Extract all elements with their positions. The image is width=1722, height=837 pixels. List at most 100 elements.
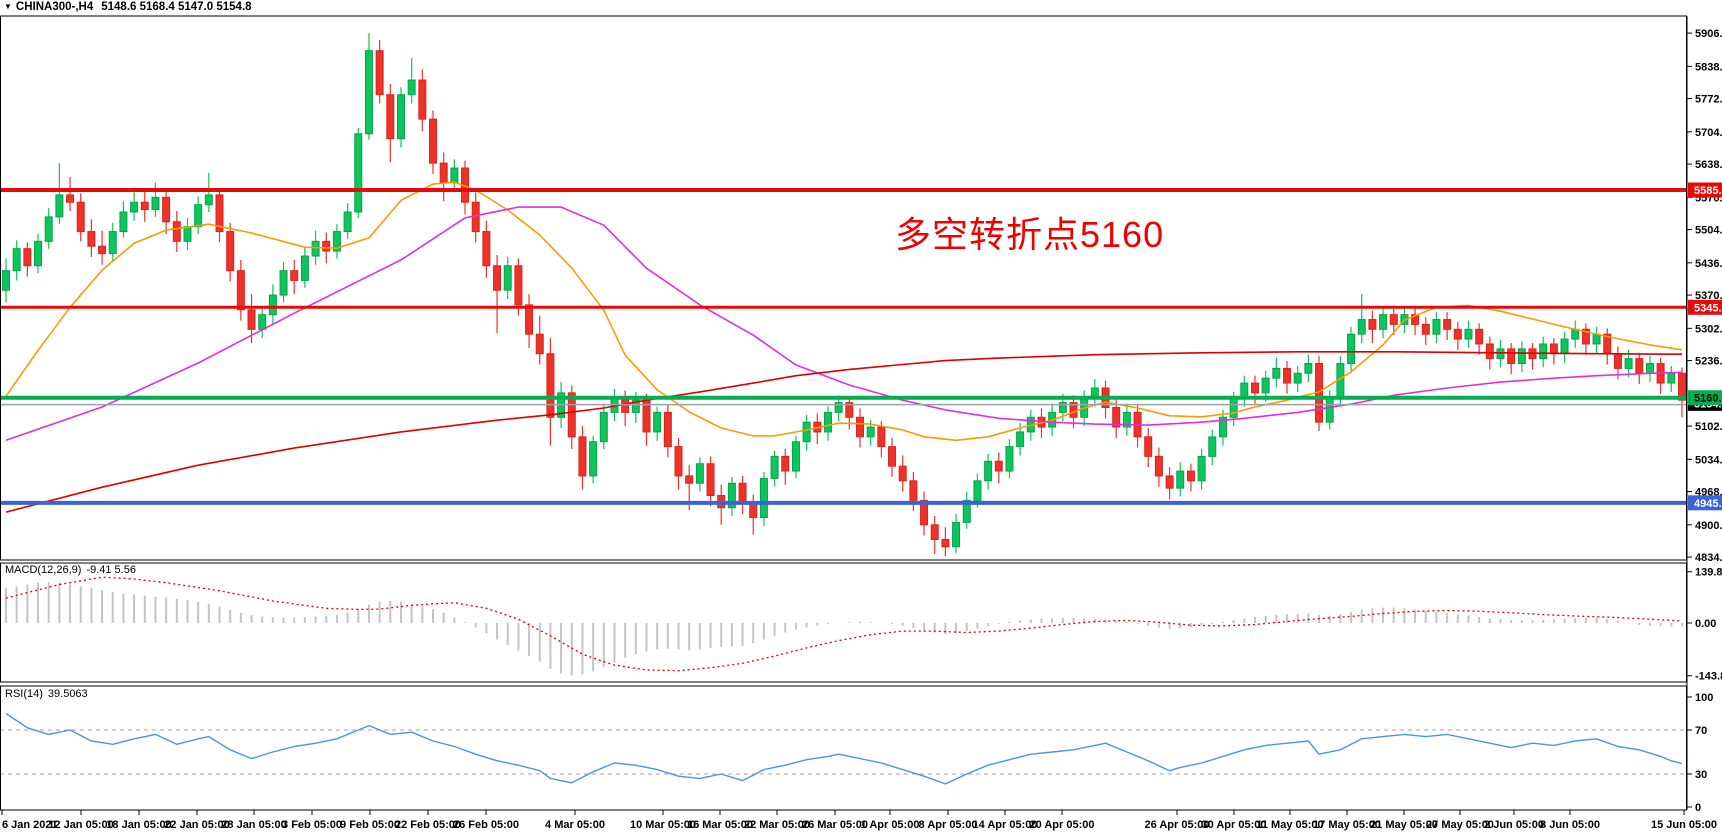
candlestick xyxy=(1283,367,1291,384)
macd-values: -9.41 5.56 xyxy=(86,564,136,576)
macd-signal-line xyxy=(5,576,1683,672)
candlestick xyxy=(407,79,416,96)
candlestick xyxy=(909,480,918,501)
symbol-dropdown-icon[interactable]: ▼ xyxy=(4,2,12,11)
candlestick xyxy=(1208,436,1217,457)
candlestick xyxy=(781,455,790,472)
candlestick xyxy=(599,411,608,443)
candlestick xyxy=(247,309,256,330)
symbol-timeframe-label: CHINA300-,H4 xyxy=(15,1,94,13)
candlestick xyxy=(1250,382,1259,394)
rsi-tick-label: 30 xyxy=(1695,769,1707,781)
time-axis-label: 27 May 05:00 xyxy=(1426,819,1494,831)
candlestick xyxy=(343,211,352,233)
candlestick xyxy=(1667,372,1676,384)
candlestick xyxy=(1560,338,1569,355)
candlestick xyxy=(1432,319,1441,335)
candlestick xyxy=(1368,319,1377,330)
candlestick xyxy=(994,460,1003,472)
candlestick xyxy=(1325,397,1334,423)
candlestick xyxy=(802,421,811,443)
price-annotation[interactable]: 多空转折点5160 xyxy=(895,214,1165,255)
candlestick xyxy=(674,446,683,477)
candlestick xyxy=(984,460,993,482)
candlestick xyxy=(1357,319,1366,335)
candlestick xyxy=(1186,470,1195,482)
candlestick xyxy=(1677,372,1686,401)
rsi-tick-label: 70 xyxy=(1695,725,1707,737)
candlestick xyxy=(194,204,203,228)
candlestick xyxy=(354,133,363,213)
candlestick xyxy=(749,502,758,518)
price-tick-label: 5906.0 xyxy=(1695,28,1722,40)
candlestick xyxy=(1122,411,1131,428)
candlestick xyxy=(1421,323,1430,335)
candlestick xyxy=(76,201,85,233)
macd-tick-label: -143.82 xyxy=(1695,671,1722,683)
candlestick xyxy=(364,50,373,135)
candlestick xyxy=(1272,367,1281,379)
candlestick xyxy=(1496,348,1505,360)
candlestick xyxy=(418,79,427,120)
candlestick xyxy=(322,240,331,252)
candlestick xyxy=(578,436,587,477)
candlestick xyxy=(1613,353,1622,369)
candlestick xyxy=(727,482,736,509)
candlestick xyxy=(130,201,139,213)
candlestick xyxy=(1347,333,1356,365)
candlestick xyxy=(1112,407,1121,428)
candlestick xyxy=(1165,475,1174,489)
time-axis-label: 4 Mar 05:00 xyxy=(545,819,605,831)
candlestick xyxy=(1592,333,1601,345)
candlestick xyxy=(941,538,950,548)
candlestick xyxy=(1539,343,1548,360)
candlestick xyxy=(952,521,961,548)
candlestick xyxy=(738,482,747,504)
time-axis-label: 17 May 05:00 xyxy=(1313,819,1381,831)
time-axis-label: 20 Apr 05:00 xyxy=(1029,819,1094,831)
rsi-panel-frame xyxy=(0,685,1687,811)
time-axis-label: 14 Apr 05:00 xyxy=(972,819,1037,831)
candlestick xyxy=(1218,416,1227,438)
price-level-badge xyxy=(1688,390,1722,406)
time-axis-label: 8 Jun 05:00 xyxy=(1540,819,1600,831)
candlestick xyxy=(482,231,491,267)
candlestick xyxy=(396,94,405,140)
candlestick xyxy=(1645,363,1654,374)
candlestick xyxy=(1144,436,1153,457)
time-axis-label: 22 Feb 05:00 xyxy=(395,819,461,831)
candlestick xyxy=(493,265,502,291)
candlestick xyxy=(1453,328,1462,340)
macd-tick-label: 0.00 xyxy=(1695,618,1716,630)
price-tick-label: 5704.0 xyxy=(1695,127,1722,139)
candlestick xyxy=(962,499,971,523)
price-badge-label: 5160.0 xyxy=(1694,393,1722,405)
candlestick xyxy=(1581,328,1590,345)
price-level-badge xyxy=(1688,182,1722,198)
candlestick xyxy=(535,333,544,355)
price-level-badge xyxy=(1688,299,1722,315)
candlestick xyxy=(44,216,53,242)
candlestick xyxy=(183,226,192,242)
time-axis-label: 1 Apr 05:00 xyxy=(861,819,920,831)
candlestick xyxy=(1549,343,1558,355)
candlestick xyxy=(332,231,341,252)
macd-tick-label: 139.86 xyxy=(1695,567,1722,579)
candlestick xyxy=(1411,314,1420,325)
time-axis-label: 12 Jan 05:00 xyxy=(48,819,113,831)
candlestick xyxy=(204,194,213,206)
macd-panel-frame xyxy=(0,562,1687,683)
price-tick-label: 5838.0 xyxy=(1695,61,1722,73)
candlestick xyxy=(888,446,897,467)
candlestick xyxy=(514,265,523,306)
price-tick-label: 5102.0 xyxy=(1695,421,1722,433)
candlestick xyxy=(1058,402,1067,413)
price-badge-label: 5345.0 xyxy=(1694,302,1722,314)
price-tick-label: 4834.0 xyxy=(1695,552,1722,564)
candlestick xyxy=(12,248,21,272)
ma-magenta-mid xyxy=(5,206,1683,442)
price-tick-label: 5638.0 xyxy=(1695,159,1722,171)
time-axis-label: 11 May 05:00 xyxy=(1256,819,1323,831)
